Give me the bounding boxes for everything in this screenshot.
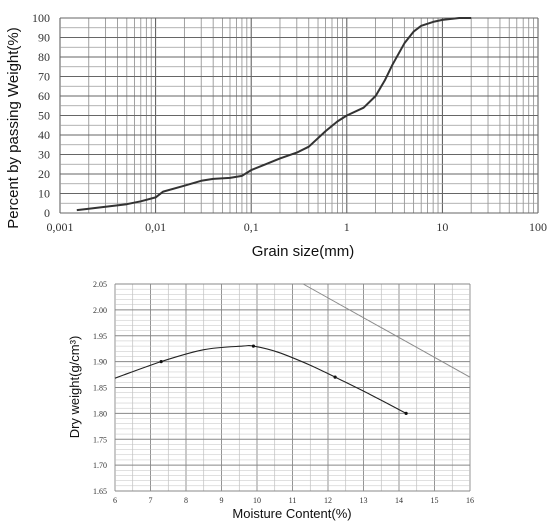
chart2-x-tick-label: 12: [324, 496, 332, 505]
chart2-x-tick-label: 10: [253, 496, 261, 505]
chart1-y-tick-label: 70: [38, 70, 50, 84]
chart1-x-tick-label: 0,01: [145, 220, 166, 234]
chart1-x-tick-label: 1: [344, 220, 350, 234]
chart2-compaction-curve: [114, 344, 407, 414]
chart1-y-tick-label: 100: [32, 11, 50, 25]
chart1-x-tick-label: 10: [436, 220, 448, 234]
chart2-y-tick-label: 2.05: [93, 280, 107, 289]
chart2-y-tick-label: 1.95: [93, 332, 107, 341]
chart2-x-tick-label: 13: [360, 496, 368, 505]
chart1-grid: [59, 17, 539, 214]
chart2-y-axis-label: Dry weight(g/cm³): [67, 336, 82, 439]
chart2-data-point: [251, 344, 256, 348]
chart1-y-axis-label: Percent by passing Weight(%): [5, 27, 22, 228]
chart2-data-point: [159, 360, 163, 364]
chart2-y-tick-label: 1.65: [93, 487, 107, 496]
chart2-data-point: [333, 375, 337, 379]
chart2-x-tick-label: 8: [184, 496, 188, 505]
chart1-y-tick-label: 30: [38, 148, 50, 162]
chart1-y-tick-label: 0: [44, 206, 50, 220]
chart1-y-tick-label: 90: [38, 31, 50, 45]
chart2-x-tick-label: 6: [113, 496, 117, 505]
chart2-y-tick-label: 2.00: [93, 306, 107, 315]
chart2-y-tick-label: 1.80: [93, 409, 107, 418]
chart2-series: [114, 283, 471, 415]
compaction-chart: 1.65 1.70 1.75 1.80 1.85 1.90 1.95 2.00 2.05 6 7 8 9…: [67, 280, 474, 521]
grain-size-chart: 0 10 20 30 40 50 60 70 80 90 100 0,001 0,01 0,1 1 10 100…: [5, 11, 547, 260]
chart2-x-tick-label: 11: [289, 496, 297, 505]
chart1-series: [76, 17, 472, 212]
chart2-y-tick-label: 1.85: [93, 384, 107, 393]
chart2-y-tick-label: 1.75: [93, 435, 107, 444]
chart2-x-tick-label: 9: [220, 496, 224, 505]
chart1-y-tick-label: 10: [38, 187, 50, 201]
chart1-x-tick-label: 0,001: [47, 220, 74, 234]
chart1-tick-labels: 0 10 20 30 40 50 60 70 80 90 100 0,001 0,01 0,1 1 10 100: [32, 11, 547, 234]
chart2-x-tick-label: 7: [149, 496, 153, 505]
chart2-y-tick-label: 1.90: [93, 358, 107, 367]
chart2-x-tick-label: 15: [431, 496, 439, 505]
chart2-x-tick-label: 16: [466, 496, 474, 505]
chart1-y-tick-label: 50: [38, 109, 50, 123]
chart1-y-tick-label: 80: [38, 50, 50, 64]
chart1-x-tick-label: 100: [529, 220, 547, 234]
chart1-y-tick-label: 20: [38, 167, 50, 181]
chart1-x-axis-label: Grain size(mm): [252, 243, 355, 260]
chart2-tick-labels: 1.65 1.70 1.75 1.80 1.85 1.90 1.95 2.00 2.05 6 7 8 9…: [93, 280, 474, 505]
chart2-saturation-line: [302, 283, 471, 378]
chart1-x-tick-label: 0,1: [244, 220, 259, 234]
chart1-y-tick-label: 60: [38, 89, 50, 103]
chart2-data-point: [404, 411, 408, 415]
chart2-y-tick-label: 1.70: [93, 461, 107, 470]
chart2-x-axis-label: Moisture Content(%): [232, 506, 351, 521]
chart2-x-tick-label: 14: [395, 496, 403, 505]
chart2-grid: [114, 283, 471, 492]
chart1-y-tick-label: 40: [38, 128, 50, 142]
chart1-gradation-curve: [76, 17, 472, 212]
